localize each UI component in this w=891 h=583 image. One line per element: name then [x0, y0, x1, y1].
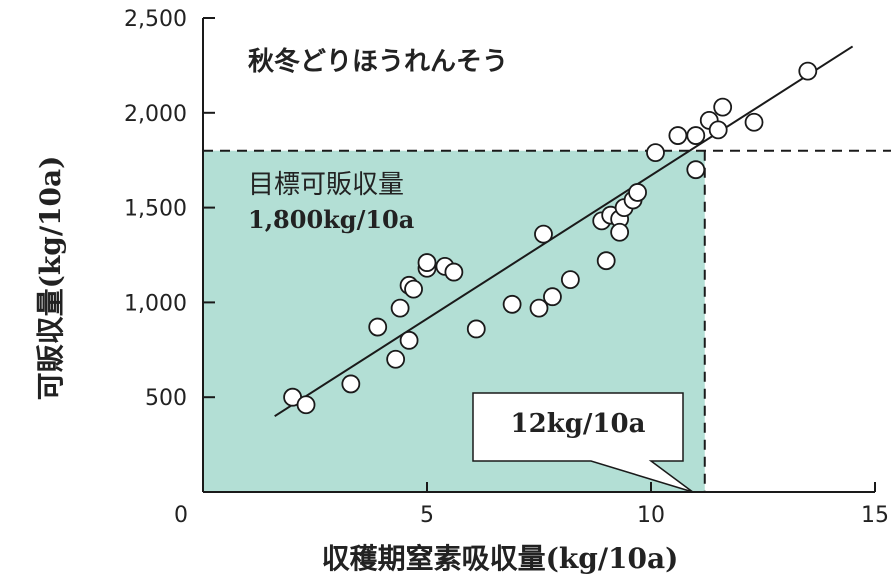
- data-point: [560, 270, 580, 290]
- x-tick-label: 5: [420, 503, 434, 528]
- data-point: [668, 126, 688, 145]
- chart-title: 秋冬どりほうれんそう: [248, 47, 508, 77]
- data-point: [596, 251, 616, 271]
- data-point: [708, 120, 728, 140]
- x-tick-label: 10: [637, 503, 665, 528]
- target-label-line2: 1,800kg/10a: [248, 205, 414, 234]
- data-point: [390, 298, 410, 318]
- data-point: [646, 143, 665, 163]
- callout-box: [472, 392, 694, 493]
- data-point: [529, 298, 549, 318]
- data-point: [386, 349, 406, 369]
- y-ticks: 500 1,000 1,500 2,000 2,500: [124, 7, 215, 411]
- y-tick-label: 2,500: [124, 7, 187, 32]
- y-tick-label: 1,500: [124, 197, 187, 222]
- y-tick-label: 1,000: [124, 291, 187, 316]
- data-point: [444, 262, 464, 282]
- data-point: [296, 395, 316, 415]
- data-point: [466, 319, 486, 339]
- x-tick-label: 0: [174, 503, 188, 528]
- data-point: [686, 160, 706, 180]
- data-point: [713, 97, 733, 117]
- x-tick-label: 15: [861, 503, 889, 528]
- data-point: [744, 112, 764, 132]
- y-tick-label: 2,000: [124, 102, 187, 127]
- data-point: [341, 374, 361, 394]
- y-tick-label: 500: [145, 386, 187, 411]
- data-point: [502, 294, 522, 314]
- target-label-line1: 目標可販収量: [248, 170, 404, 200]
- y-axis-label: 可販収量(kg/10a): [34, 156, 67, 401]
- data-point: [798, 61, 818, 81]
- data-point: [417, 253, 437, 272]
- data-point: [534, 224, 553, 244]
- data-point: [628, 183, 647, 202]
- data-point: [610, 222, 630, 242]
- x-axis-label: 収穫期窒素吸収量(kg/10a): [322, 542, 679, 575]
- data-point: [399, 330, 419, 350]
- regression-line: [274, 45, 854, 418]
- data-point: [368, 317, 388, 337]
- x-ticks: 0 5 10 15: [174, 482, 889, 528]
- data-point: [404, 279, 423, 299]
- data-point: [543, 287, 562, 307]
- data-point: [686, 126, 706, 145]
- callout-label: 12kg/10a: [511, 409, 646, 439]
- scatter-points: [283, 61, 818, 415]
